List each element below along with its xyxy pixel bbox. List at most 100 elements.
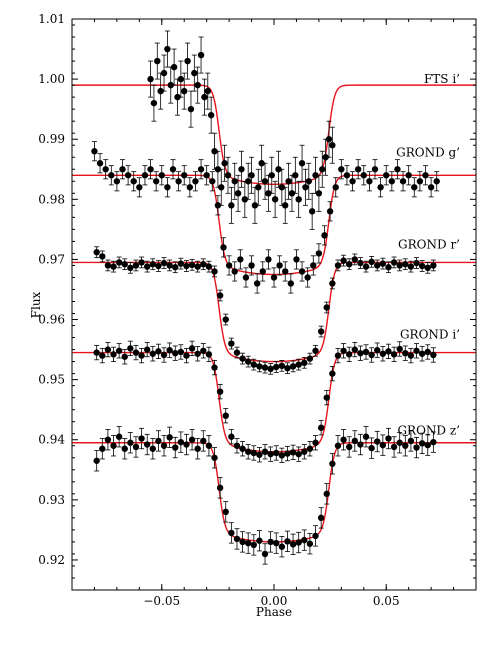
data-point: [160, 442, 168, 449]
band-label: GROND z’: [397, 424, 460, 438]
data-point: [194, 81, 201, 89]
data-point: [228, 529, 235, 537]
data-point: [222, 508, 229, 516]
data-point: [295, 450, 302, 458]
data-point: [325, 136, 333, 143]
data-point: [115, 259, 123, 266]
data-point: [357, 349, 364, 357]
data-point: [99, 445, 106, 452]
data-point: [113, 178, 121, 185]
data-point: [379, 441, 387, 449]
data-point: [91, 148, 98, 155]
data-point: [216, 388, 224, 395]
photometry-points: [91, 30, 440, 565]
data-point: [187, 105, 195, 113]
data-point: [351, 346, 358, 353]
data-point: [228, 433, 235, 440]
data-point: [312, 172, 319, 179]
data-point: [322, 154, 329, 161]
data-point: [188, 261, 196, 269]
data-point: [399, 178, 407, 185]
data-point: [233, 442, 241, 449]
data-point: [164, 45, 171, 53]
data-point: [268, 172, 275, 179]
data-point: [411, 184, 418, 191]
data-point: [121, 445, 128, 452]
data-point: [251, 202, 259, 209]
data-point: [265, 190, 272, 197]
y-tick-label: 0.98: [38, 192, 65, 206]
data-point: [205, 442, 213, 449]
data-point: [211, 364, 218, 371]
data-point: [200, 347, 207, 354]
data-point: [177, 438, 185, 446]
data-point: [413, 347, 420, 354]
data-point: [149, 350, 156, 357]
data-point: [255, 184, 262, 191]
data-point: [362, 348, 370, 356]
data-point: [141, 172, 149, 179]
data-point: [244, 178, 252, 185]
data-point: [250, 361, 257, 368]
data-point: [175, 178, 182, 185]
data-point: [357, 259, 364, 267]
data-point: [292, 172, 299, 179]
data-point: [317, 514, 325, 522]
data-point: [157, 87, 164, 95]
data-point: [177, 75, 185, 83]
data-point: [127, 439, 134, 446]
data-point: [204, 87, 211, 95]
data-point: [149, 445, 156, 452]
data-point: [172, 264, 179, 271]
band-label: FTS i’: [424, 72, 460, 86]
data-point: [172, 444, 179, 451]
data-point: [211, 148, 218, 155]
data-point: [248, 172, 255, 179]
data-point: [340, 436, 347, 443]
data-point: [413, 444, 420, 451]
data-point: [334, 352, 342, 359]
x-tick-label: 0.05: [373, 594, 400, 608]
data-point: [172, 349, 179, 357]
data-point: [250, 541, 257, 549]
data-point: [183, 441, 190, 448]
data-point: [228, 340, 235, 347]
data-point: [385, 348, 392, 355]
data-point: [424, 264, 431, 272]
data-point: [306, 540, 314, 547]
data-point: [110, 263, 117, 270]
data-point: [413, 259, 420, 267]
data-point: [188, 436, 196, 443]
band-label: GROND r’: [398, 237, 460, 251]
data-point: [214, 166, 222, 173]
data-point: [349, 178, 356, 185]
data-point: [422, 172, 429, 179]
data-point: [186, 184, 194, 191]
data-point: [402, 261, 409, 268]
data-point: [430, 438, 437, 446]
data-point: [166, 262, 173, 269]
data-point: [379, 260, 387, 267]
data-point: [152, 178, 160, 185]
data-point: [124, 172, 132, 179]
data-point: [220, 244, 227, 251]
data-point: [234, 190, 242, 197]
data-point: [110, 442, 117, 449]
data-point: [238, 166, 245, 173]
data-point: [250, 449, 257, 457]
band-label: GROND g’: [396, 145, 460, 159]
data-point: [282, 268, 289, 275]
data-point: [104, 262, 112, 269]
data-point: [197, 51, 205, 59]
data-point: [225, 262, 233, 269]
x-axis-title: Phase: [256, 605, 292, 619]
data-point: [241, 196, 249, 203]
data-point: [385, 264, 392, 271]
data-point: [351, 437, 358, 445]
data-point: [138, 435, 145, 442]
data-point: [295, 539, 302, 546]
data-point: [93, 249, 100, 256]
data-point: [295, 361, 302, 368]
data-point: [278, 362, 286, 370]
data-point: [394, 166, 401, 173]
